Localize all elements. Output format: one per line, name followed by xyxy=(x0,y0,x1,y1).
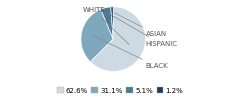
Text: BLACK: BLACK xyxy=(94,36,168,69)
Text: ASIAN: ASIAN xyxy=(115,13,167,37)
Wedge shape xyxy=(81,9,113,62)
Wedge shape xyxy=(90,7,145,71)
Text: HISPANIC: HISPANIC xyxy=(109,14,178,47)
Wedge shape xyxy=(101,7,113,39)
Legend: 62.6%, 31.1%, 5.1%, 1.2%: 62.6%, 31.1%, 5.1%, 1.2% xyxy=(54,85,186,96)
Wedge shape xyxy=(111,7,113,39)
Text: WHITE: WHITE xyxy=(83,7,129,45)
